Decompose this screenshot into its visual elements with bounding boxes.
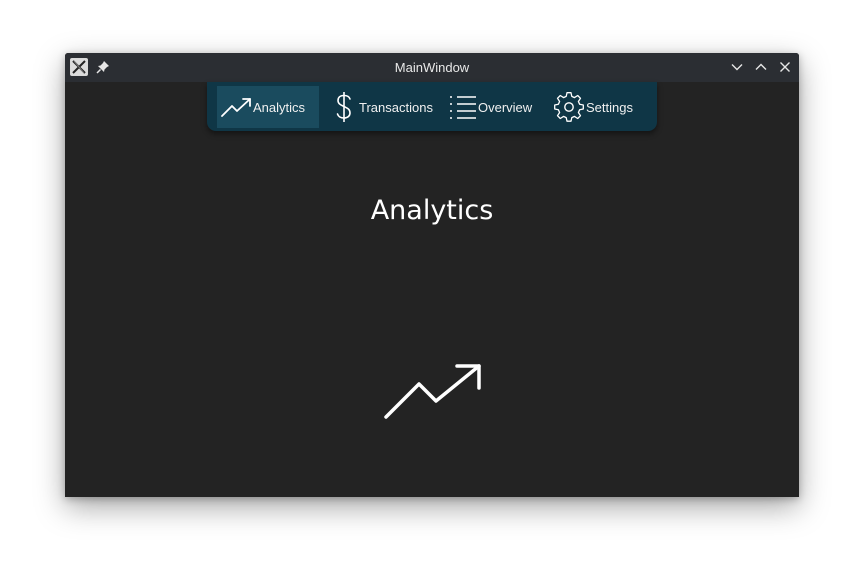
close-icon[interactable] bbox=[777, 59, 793, 75]
minimize-icon[interactable] bbox=[729, 59, 745, 75]
tab-analytics[interactable]: Analytics bbox=[217, 86, 319, 128]
tab-label: Overview bbox=[478, 99, 533, 115]
tab-label: Settings bbox=[586, 99, 633, 115]
tab-label: Analytics bbox=[253, 99, 306, 115]
list-icon bbox=[447, 95, 478, 119]
tab-bar: Analytics Transactions bbox=[207, 82, 657, 131]
tab-label: Transactions bbox=[359, 99, 433, 115]
maximize-icon[interactable] bbox=[753, 59, 769, 75]
trending-up-icon bbox=[383, 364, 483, 420]
tab-transactions[interactable]: Transactions bbox=[325, 86, 437, 128]
page-title: Analytics bbox=[370, 195, 494, 226]
window-title: MainWindow bbox=[394, 60, 470, 75]
tab-settings[interactable]: Settings bbox=[552, 86, 646, 128]
tab-overview[interactable]: Overview bbox=[447, 86, 539, 128]
trending-up-icon bbox=[221, 96, 253, 118]
gear-icon bbox=[552, 92, 586, 122]
main-window: MainWindow bbox=[65, 53, 799, 497]
title-bar[interactable]: MainWindow bbox=[65, 53, 799, 82]
x11-app-icon[interactable] bbox=[70, 58, 88, 76]
pin-icon[interactable] bbox=[95, 59, 111, 75]
main-content: Analytics Transactions bbox=[65, 82, 799, 497]
dollar-icon bbox=[329, 91, 359, 123]
